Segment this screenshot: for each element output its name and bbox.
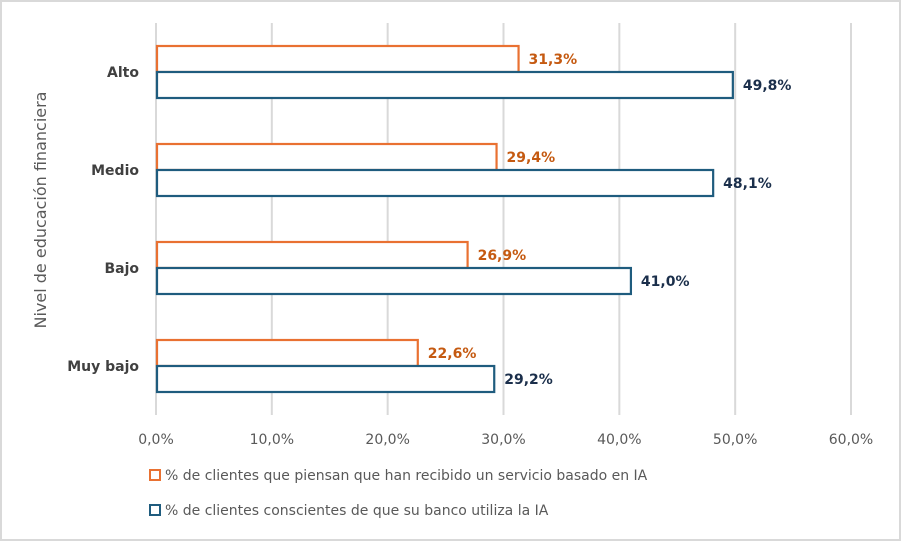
bar-aware-ia: [155, 266, 633, 296]
x-tick-label: 20,0%: [365, 432, 409, 448]
legend-swatch: [149, 469, 161, 481]
category-label: Bajo: [104, 261, 139, 277]
bar-aware-ia: [155, 364, 496, 394]
data-label: 29,4%: [507, 150, 556, 166]
category-label: Alto: [107, 65, 139, 81]
y-axis-title: Nivel de educación financiera: [31, 92, 50, 329]
data-label: 31,3%: [529, 52, 578, 68]
data-label: 22,6%: [428, 346, 477, 362]
data-label: 48,1%: [723, 176, 772, 192]
x-tick-label: 0,0%: [138, 432, 174, 448]
bar-aware-ia: [155, 70, 734, 100]
category-label: Muy bajo: [67, 359, 139, 375]
bar-service-ia: [155, 142, 498, 172]
data-label: 29,2%: [504, 372, 553, 388]
legend-label: % de clientes que piensan que han recibi…: [165, 468, 648, 484]
bar-service-ia: [155, 338, 419, 368]
data-label: 26,9%: [478, 248, 527, 264]
category-label: Medio: [91, 163, 139, 179]
data-label: 49,8%: [743, 78, 792, 94]
legend-swatch: [149, 504, 161, 516]
x-tick-label: 30,0%: [481, 432, 525, 448]
bar-aware-ia: [155, 168, 715, 198]
x-tick-label: 60,0%: [829, 432, 873, 448]
legend-label: % de clientes conscientes de que su banc…: [165, 503, 549, 519]
bar-service-ia: [155, 240, 469, 270]
x-tick-label: 50,0%: [713, 432, 757, 448]
data-label: 41,0%: [641, 274, 690, 290]
bar-service-ia: [155, 44, 520, 74]
x-tick-label: 40,0%: [597, 432, 641, 448]
x-tick-label: 10,0%: [250, 432, 294, 448]
